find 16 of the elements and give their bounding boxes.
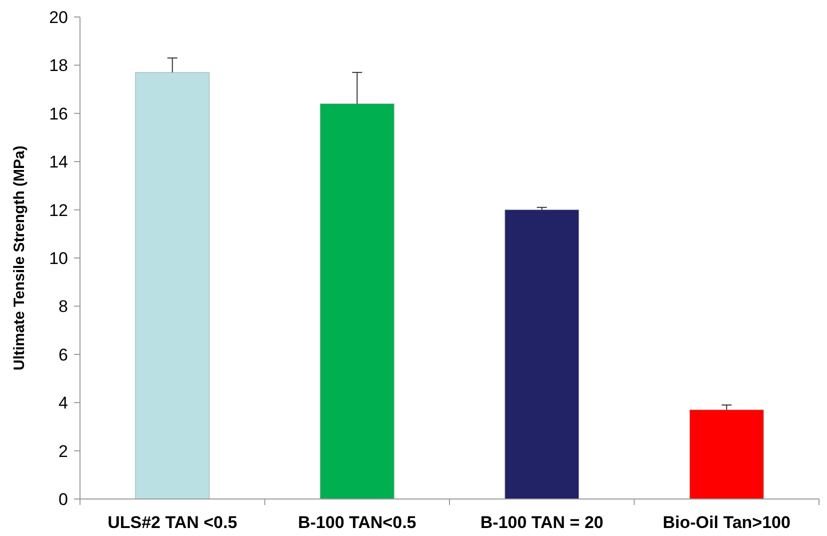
y-tick-label: 8 <box>58 297 68 316</box>
y-tick-label: 14 <box>49 152 68 172</box>
y-tick-label: 12 <box>49 200 68 220</box>
x-tick-label: Bio-Oil Tan>100 <box>662 513 790 532</box>
y-tick-label: 16 <box>49 104 68 124</box>
y-tick-label: 10 <box>49 248 68 268</box>
y-axis-title: Ultimate Tensile Strength (MPa) <box>11 146 28 370</box>
y-tick-label: 2 <box>58 442 68 461</box>
y-tick-label: 4 <box>58 394 68 413</box>
y-tick-label: 18 <box>49 56 68 76</box>
y-tick-label: 20 <box>49 8 68 27</box>
y-tick-label: 6 <box>58 345 68 364</box>
x-tick-label: B-100 TAN<0.5 <box>298 513 416 532</box>
x-tick-label: ULS#2 TAN <0.5 <box>108 513 238 532</box>
x-tick-label: B-100 TAN = 20 <box>480 513 604 532</box>
y-tick-label: 0 <box>58 490 68 509</box>
